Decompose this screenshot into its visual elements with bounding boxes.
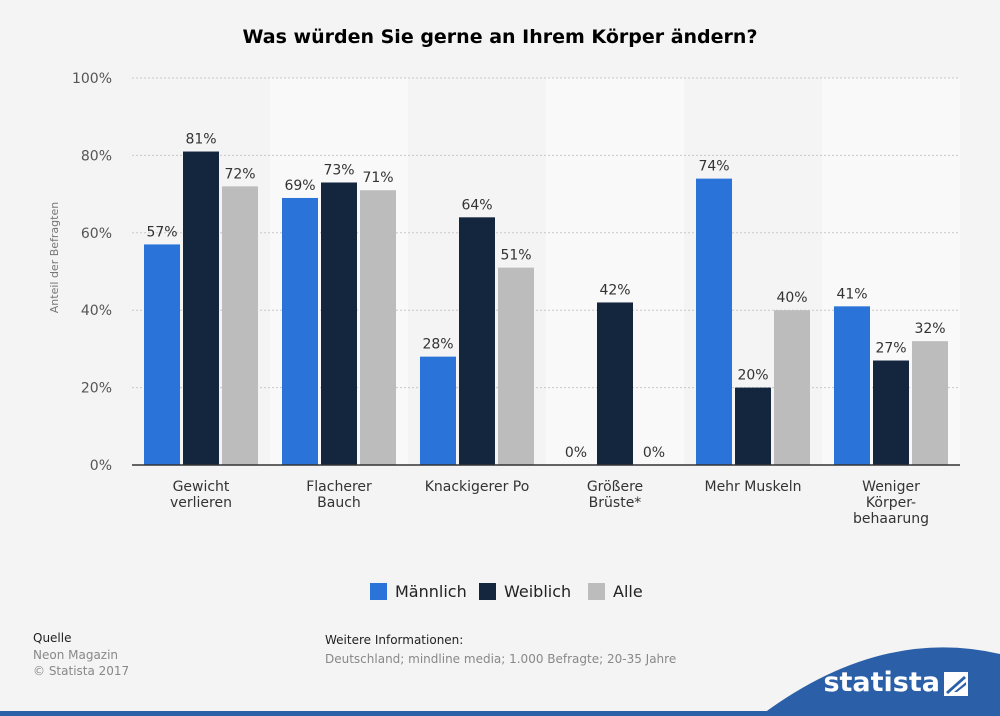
data-label: 42% [599,282,630,298]
data-label: 72% [224,166,255,182]
data-label: 0% [565,445,587,461]
x-category-label: Größere [587,479,643,495]
data-label: 41% [836,286,867,302]
x-category-label: Gewicht [173,479,230,495]
data-label: 69% [284,178,315,194]
brand-logo-text[interactable]: statista [823,667,940,698]
x-category-label: Knackigerer Po [425,479,530,495]
bar-chart: 0% 20% 40% 60% 80% 100% Anteil der Befragten 57… [48,71,960,527]
x-category-label: Körper- [866,495,916,511]
brand-bar [0,711,1000,716]
bar [597,302,633,465]
x-category-label: Weniger [862,479,920,495]
bar [912,341,948,465]
legend-swatch-alle [588,582,605,600]
bar [735,387,771,465]
data-label: 32% [914,321,945,337]
data-label: 81% [185,132,216,148]
y-tick-label: 40% [81,303,112,319]
legend-label-weiblich: Weiblich [504,581,572,601]
chart-title: Was würden Sie gerne an Ihrem Körper änd… [242,26,758,48]
bar [183,151,219,465]
legend-swatch-maennlich [370,582,387,600]
legend-label-maennlich: Männlich [395,581,467,601]
bar [696,178,732,465]
x-category-label: Brüste* [589,495,642,511]
bar [282,197,318,465]
source-label: Quelle [33,631,72,645]
bar [498,267,534,465]
x-category-label: Flacherer [306,479,372,495]
data-label: 28% [422,337,453,353]
x-category-label: Bauch [317,495,361,511]
source-copyright: © Statista 2017 [33,664,130,678]
data-label: 0% [643,445,665,461]
data-label: 57% [146,224,177,240]
statista-logo-icon [944,672,968,696]
bar [873,360,909,465]
y-axis-title: Anteil der Befragten [48,202,61,313]
data-label: 74% [698,159,729,175]
data-label: 27% [875,341,906,357]
y-tick-label: 0% [90,458,112,474]
data-label: 40% [776,290,807,306]
y-tick-label: 80% [81,148,112,164]
data-label: 51% [500,248,531,264]
bar [360,190,396,466]
brand-wave [760,647,1000,716]
bar [144,244,180,465]
data-label: 73% [323,162,354,178]
source-name: Neon Magazin [33,648,119,662]
bar [834,306,870,465]
x-category-label: behaarung [853,511,929,527]
x-category-label: Mehr Muskeln [704,479,801,495]
x-category-label: verlieren [170,495,232,511]
legend-item-alle[interactable]: Alle [588,581,643,601]
legend-item-weiblich[interactable]: Weiblich [479,581,571,601]
info-label[interactable]: Weitere Informationen: [325,633,464,647]
legend-swatch-weiblich [479,582,496,600]
y-tick-label: 20% [81,381,112,397]
data-label: 71% [362,170,393,186]
y-tick-label: 100% [72,71,112,87]
bar [321,182,357,466]
data-label: 20% [737,368,768,384]
bar [459,217,495,465]
legend-label-alle: Alle [613,581,643,601]
info-text: Deutschland; mindline media; 1.000 Befra… [325,652,677,666]
bar [222,186,258,466]
bar [774,310,810,465]
bar [420,356,456,465]
legend-item-maennlich[interactable]: Männlich [370,581,467,601]
y-tick-label: 60% [81,226,112,242]
data-label: 64% [461,197,492,213]
